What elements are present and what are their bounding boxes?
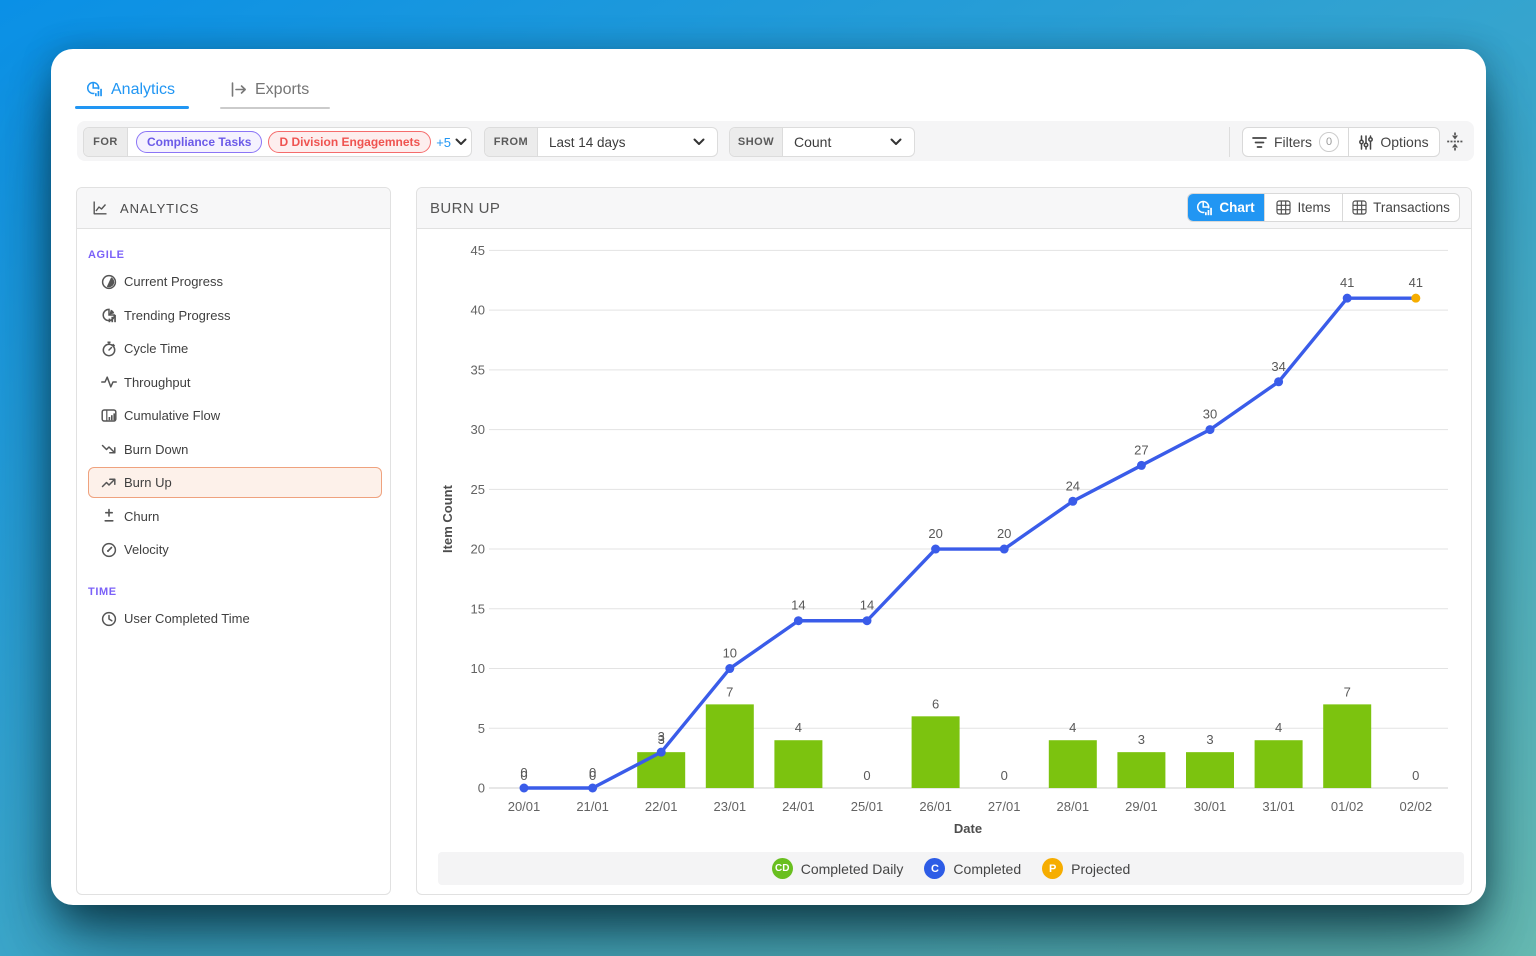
svg-text:0: 0 (520, 765, 527, 780)
svg-text:14: 14 (860, 598, 874, 613)
svg-text:45: 45 (471, 243, 485, 258)
svg-text:41: 41 (1409, 275, 1423, 290)
svg-text:28/01: 28/01 (1057, 799, 1090, 814)
svg-text:30: 30 (1203, 407, 1217, 422)
svg-text:02/02: 02/02 (1400, 799, 1433, 814)
svg-text:7: 7 (726, 684, 733, 699)
svg-text:24: 24 (1066, 478, 1080, 493)
svg-text:0: 0 (478, 781, 485, 796)
svg-text:20: 20 (997, 526, 1011, 541)
svg-text:0: 0 (1001, 768, 1008, 783)
svg-text:24/01: 24/01 (782, 799, 815, 814)
svg-text:20/01: 20/01 (508, 799, 541, 814)
svg-text:0: 0 (863, 768, 870, 783)
svg-text:26/01: 26/01 (919, 799, 952, 814)
svg-text:10: 10 (471, 661, 485, 676)
svg-text:30: 30 (471, 422, 485, 437)
svg-text:27: 27 (1134, 442, 1148, 457)
svg-text:3: 3 (1138, 732, 1145, 747)
svg-text:0: 0 (1412, 768, 1419, 783)
svg-text:20: 20 (928, 526, 942, 541)
svg-text:25/01: 25/01 (851, 799, 884, 814)
svg-text:41: 41 (1340, 275, 1354, 290)
svg-text:35: 35 (471, 362, 485, 377)
svg-text:14: 14 (791, 598, 805, 613)
svg-text:0: 0 (589, 765, 596, 780)
svg-text:4: 4 (795, 720, 802, 735)
svg-text:Item Count: Item Count (440, 484, 455, 553)
svg-text:10: 10 (723, 646, 737, 661)
svg-text:34: 34 (1271, 359, 1285, 374)
svg-text:21/01: 21/01 (576, 799, 609, 814)
svg-text:31/01: 31/01 (1262, 799, 1295, 814)
svg-text:30/01: 30/01 (1194, 799, 1227, 814)
svg-text:Date: Date (954, 821, 982, 836)
svg-text:25: 25 (471, 482, 485, 497)
svg-text:20: 20 (471, 542, 485, 557)
svg-text:5: 5 (478, 721, 485, 736)
svg-text:01/02: 01/02 (1331, 799, 1364, 814)
svg-text:29/01: 29/01 (1125, 799, 1158, 814)
svg-text:22/01: 22/01 (645, 799, 678, 814)
svg-text:0: 0 (520, 768, 527, 783)
svg-text:3: 3 (658, 732, 665, 747)
svg-text:6: 6 (932, 696, 939, 711)
svg-text:3: 3 (658, 729, 665, 744)
svg-text:27/01: 27/01 (988, 799, 1021, 814)
svg-text:0: 0 (589, 768, 596, 783)
svg-text:4: 4 (1275, 720, 1282, 735)
svg-text:15: 15 (471, 601, 485, 616)
svg-text:40: 40 (471, 303, 485, 318)
svg-text:23/01: 23/01 (714, 799, 747, 814)
svg-text:4: 4 (1069, 720, 1076, 735)
svg-text:7: 7 (1344, 684, 1351, 699)
svg-text:3: 3 (1206, 732, 1213, 747)
